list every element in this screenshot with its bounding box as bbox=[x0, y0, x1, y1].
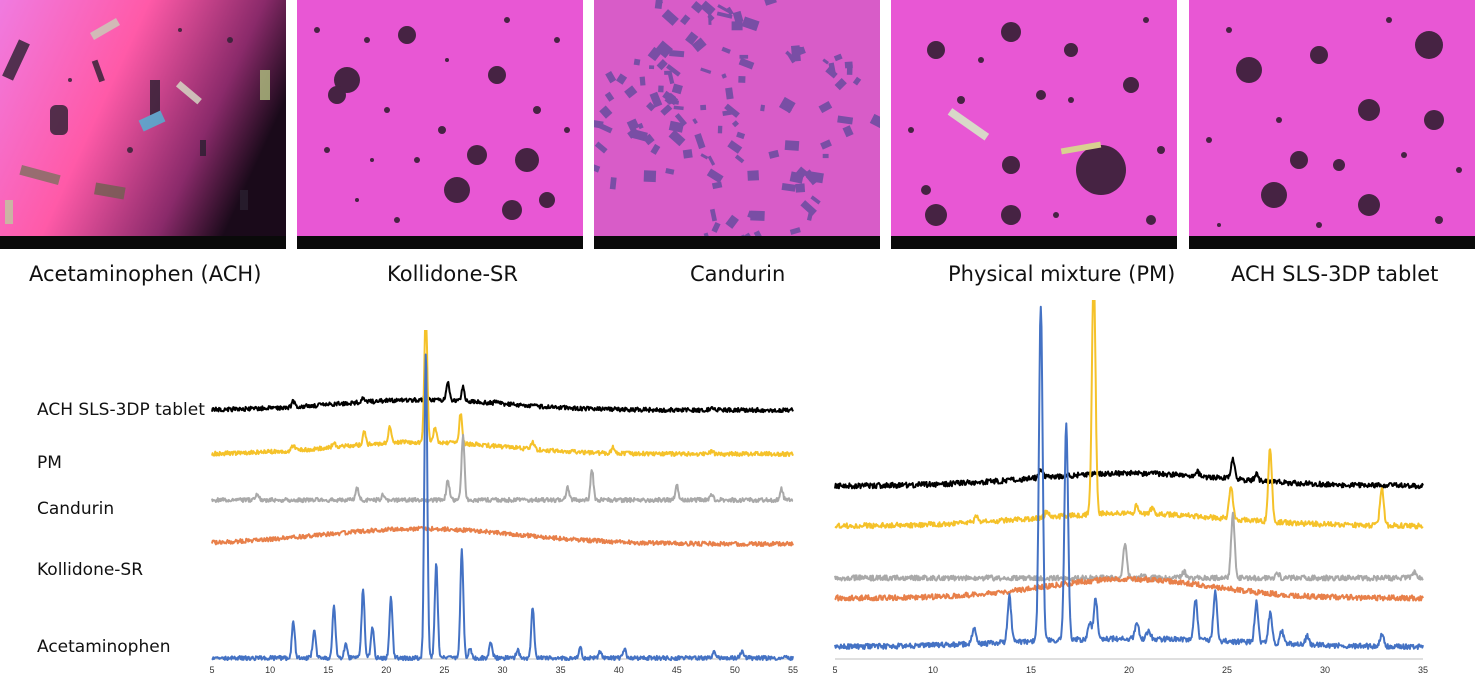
x-tick-label: 50 bbox=[730, 665, 740, 675]
x-tick-label: 40 bbox=[614, 665, 624, 675]
trace-label-candurin: Candurin bbox=[37, 499, 115, 519]
x-tick-label: 45 bbox=[672, 665, 682, 675]
series-line-ach-sls-3dp-tablet bbox=[834, 456, 1424, 490]
micrograph-candurin bbox=[594, 0, 880, 249]
micrograph-kollidone-image bbox=[297, 0, 583, 249]
series-line-pm bbox=[211, 330, 794, 458]
micrograph-acetaminophen bbox=[0, 0, 286, 249]
caption-acetaminophen: Acetaminophen (ACH) bbox=[29, 262, 262, 286]
x-tick-label: 15 bbox=[323, 665, 333, 675]
caption-ach-tablet: ACH SLS-3DP tablet bbox=[1231, 262, 1439, 286]
micrograph-candurin-image bbox=[594, 0, 880, 249]
x-tick-label: 30 bbox=[1320, 665, 1330, 675]
trace-label-acetaminophen: Acetaminophen bbox=[37, 637, 171, 657]
x-tick-label: 5 bbox=[832, 665, 837, 675]
x-tick-label: 20 bbox=[381, 665, 391, 675]
x-tick-label: 20 bbox=[1124, 665, 1134, 675]
x-tick-label: 35 bbox=[1418, 665, 1428, 675]
x-tick-label: 25 bbox=[439, 665, 449, 675]
series-line-acetaminophen bbox=[834, 305, 1424, 650]
x-tick-label: 10 bbox=[265, 665, 275, 675]
series-line-ach-sls-3dp-tablet bbox=[211, 380, 794, 414]
series-line-candurin bbox=[211, 433, 794, 504]
caption-kollidone: Kollidone-SR bbox=[387, 262, 518, 286]
caption-candurin: Candurin bbox=[690, 262, 786, 286]
micrograph-kollidone bbox=[297, 0, 583, 249]
xrd-chart-left: 5 10 15 20 25 30 35 40 45 50 55 bbox=[209, 330, 798, 675]
series-line-kollidone-sr bbox=[211, 525, 794, 547]
x-tick-label: 55 bbox=[788, 665, 798, 675]
series-line-acetaminophen bbox=[211, 353, 794, 662]
micrograph-ach-tablet-image bbox=[1189, 0, 1475, 249]
x-tick-label: 25 bbox=[1222, 665, 1232, 675]
series-line-pm bbox=[834, 300, 1424, 530]
micrograph-physical-mixture bbox=[891, 0, 1177, 249]
x-tick-label: 5 bbox=[209, 665, 214, 675]
micrograph-ach-tablet bbox=[1189, 0, 1475, 249]
trace-label-ach-tablet: ACH SLS-3DP tablet bbox=[37, 400, 205, 420]
caption-physical-mixture: Physical mixture (PM) bbox=[948, 262, 1176, 286]
series-line-kollidone-sr bbox=[834, 575, 1424, 602]
x-tick-label: 15 bbox=[1026, 665, 1036, 675]
micrograph-physical-mixture-image bbox=[891, 0, 1177, 249]
micrograph-acetaminophen-image bbox=[0, 0, 286, 249]
trace-label-pm: PM bbox=[37, 453, 62, 473]
xrd-chart-right: 5 10 15 20 25 30 35 bbox=[832, 300, 1428, 675]
x-tick-label: 30 bbox=[497, 665, 507, 675]
x-tick-label: 35 bbox=[556, 665, 566, 675]
x-tick-label: 10 bbox=[928, 665, 938, 675]
trace-label-kollidone: Kollidone-SR bbox=[37, 560, 144, 580]
